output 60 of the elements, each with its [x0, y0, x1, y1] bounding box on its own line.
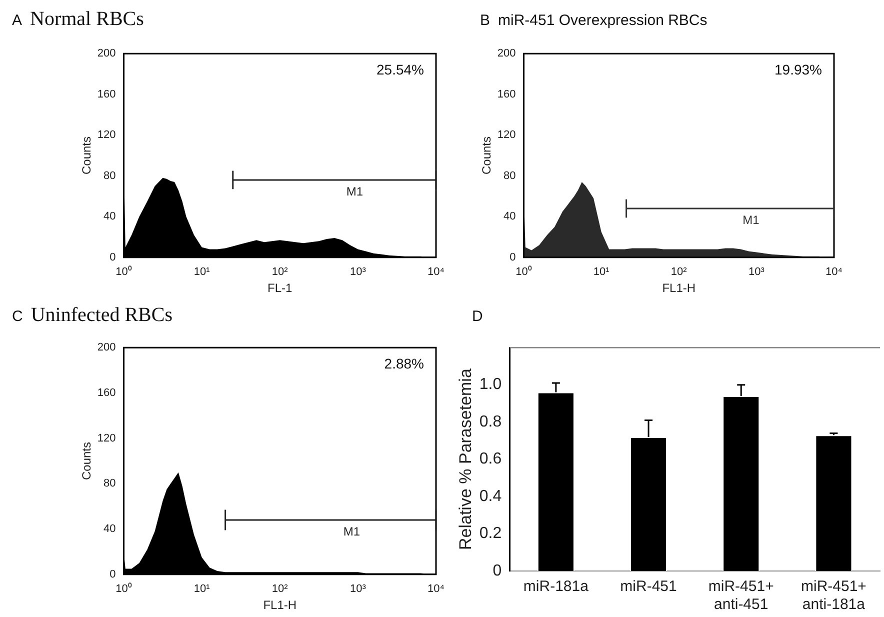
annotation: 2.88%: [384, 355, 424, 372]
y-tick-label: 200: [497, 48, 516, 60]
chart-title: D: [472, 308, 483, 325]
y-axis-title: Counts: [480, 136, 494, 175]
x-axis-title: FL1-H: [263, 598, 297, 612]
y-axis-title: Relative % Parasetemia: [456, 368, 475, 550]
y-tick-label: 160: [97, 88, 116, 100]
x-tick-label: miR-451+ anti-181a: [800, 578, 867, 614]
x-tick-label: miR-181a: [523, 578, 590, 596]
y-tick-label: 200: [97, 342, 116, 354]
x-tick-label: 10⁰: [516, 265, 532, 278]
y-tick-label: 120: [97, 129, 116, 142]
y-tick-label: 160: [97, 386, 116, 399]
y-tick-label: 200: [97, 48, 116, 60]
y-tick-label: 80: [104, 478, 116, 490]
y-axis-title: Counts: [80, 442, 94, 480]
chart-title: B miR-451 Overexpression RBCs: [480, 12, 708, 29]
x-tick-label: 10⁴: [826, 266, 843, 278]
x-tick-label: 10²: [272, 266, 288, 278]
x-tick-label: 10²: [670, 266, 688, 278]
series-label: M1: [742, 212, 760, 227]
y-tick-label: 0.4: [479, 488, 502, 505]
x-tick-label: miR-451+ anti-451: [708, 578, 774, 614]
chart-title: A Normal RBCs: [12, 8, 144, 30]
annotation: 19.93%: [774, 61, 822, 78]
x-axis-title: FL-1: [268, 281, 293, 296]
y-tick-label: 80: [504, 170, 516, 182]
y-tick-label: 80: [104, 170, 116, 182]
x-tick-label: 10²: [272, 583, 288, 596]
x-axis-title: FL1-H: [662, 281, 696, 296]
annotation: 25.54%: [376, 61, 424, 78]
x-tick-label: 10³: [350, 583, 366, 596]
series-label: M1: [343, 524, 360, 538]
y-tick-label: 120: [97, 432, 116, 444]
x-tick-label: 10¹: [194, 583, 210, 596]
chart-title: C Uninfected RBCs: [12, 304, 172, 326]
x-tick-label: 10⁴: [428, 583, 445, 596]
y-tick-label: 120: [497, 129, 516, 142]
y-tick-label: 40: [504, 210, 516, 223]
y-tick-label: 40: [104, 210, 116, 223]
y-tick-label: 160: [497, 88, 516, 100]
x-tick-label: 10⁰: [116, 265, 132, 278]
x-tick-label: 10¹: [194, 266, 210, 278]
y-tick-label: 1.0: [479, 376, 502, 394]
x-tick-label: 10³: [748, 266, 765, 278]
y-tick-label: 0: [510, 251, 516, 264]
y-tick-label: 0.8: [479, 413, 502, 430]
y-tick-label: 40: [104, 523, 116, 536]
y-axis-title: Counts: [80, 136, 94, 175]
x-tick-label: 10³: [350, 266, 366, 278]
y-tick-label: 0.6: [479, 450, 502, 468]
x-tick-label: miR-451: [620, 578, 677, 596]
series-label: M1: [346, 184, 364, 198]
y-tick-label: 0: [492, 562, 502, 580]
y-tick-label: 0: [110, 251, 116, 264]
x-tick-label: 10⁰: [116, 582, 132, 596]
x-tick-label: 10¹: [593, 266, 610, 278]
y-tick-label: 0: [110, 568, 116, 580]
y-tick-label: 0.2: [479, 525, 502, 542]
x-tick-label: 10⁴: [428, 266, 445, 278]
